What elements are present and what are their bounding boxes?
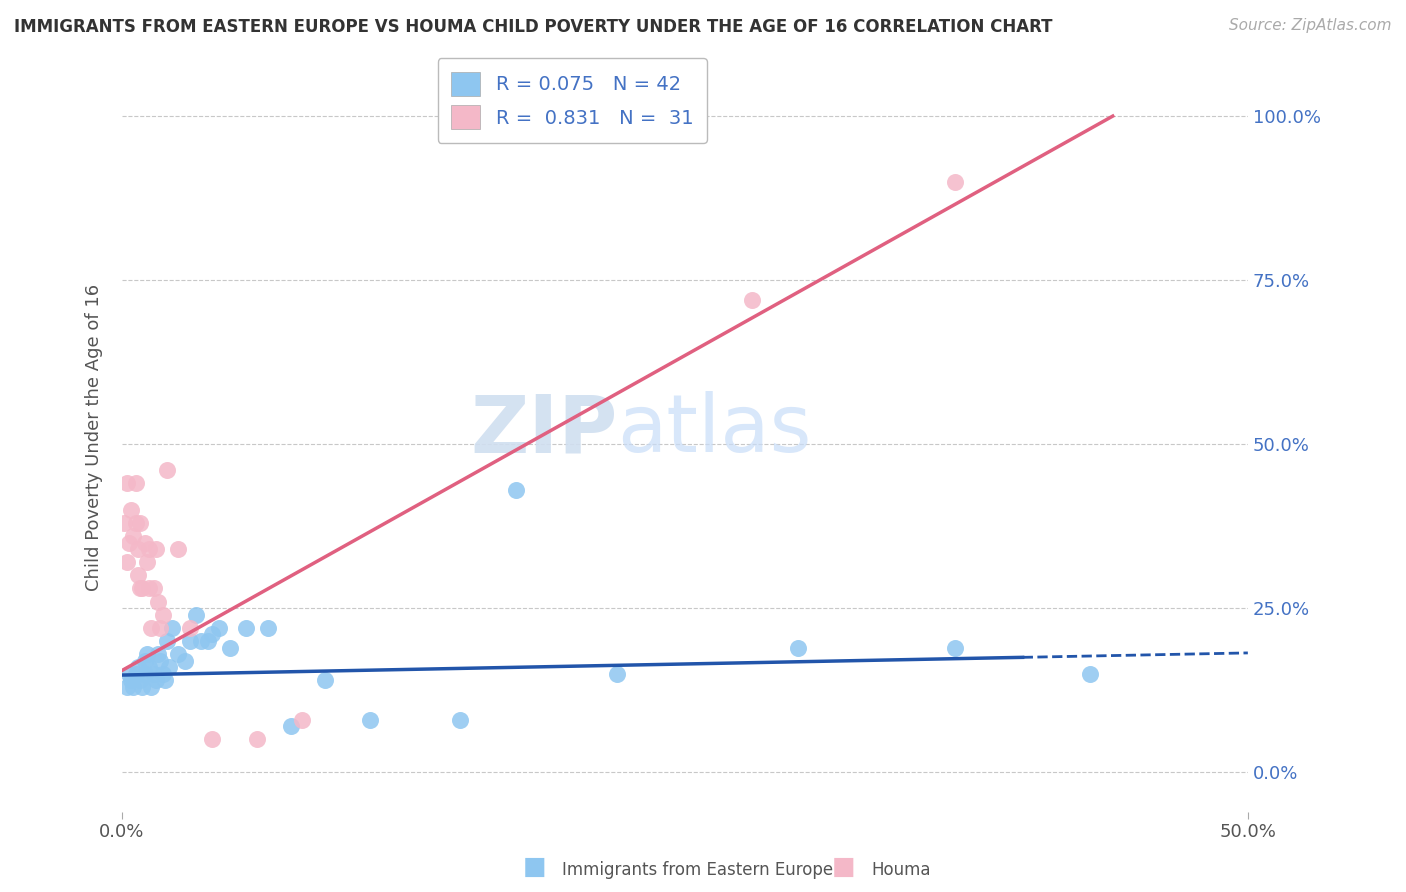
Point xyxy=(606,666,628,681)
Point xyxy=(179,634,201,648)
Legend: R = 0.075   N = 42, R =  0.831   N =  31: R = 0.075 N = 42, R = 0.831 N = 31 xyxy=(437,58,707,143)
Point xyxy=(208,621,231,635)
Point xyxy=(160,621,183,635)
Text: IMMIGRANTS FROM EASTERN EUROPE VS HOUMA CHILD POVERTY UNDER THE AGE OF 16 CORREL: IMMIGRANTS FROM EASTERN EUROPE VS HOUMA … xyxy=(14,18,1053,36)
Point xyxy=(145,673,167,688)
Point xyxy=(152,607,174,622)
Point xyxy=(257,621,280,635)
Point xyxy=(122,529,145,543)
Point xyxy=(138,660,160,674)
Point xyxy=(115,680,138,694)
Text: Source: ZipAtlas.com: Source: ZipAtlas.com xyxy=(1229,18,1392,33)
Point xyxy=(186,607,208,622)
Point xyxy=(505,483,527,497)
Point xyxy=(142,582,165,596)
Point xyxy=(124,666,146,681)
Point xyxy=(167,647,190,661)
Point xyxy=(135,647,157,661)
Point xyxy=(138,582,160,596)
Point xyxy=(122,680,145,694)
Point xyxy=(314,673,336,688)
Point xyxy=(134,535,156,549)
Text: Houma: Houma xyxy=(872,861,931,879)
Point xyxy=(943,640,966,655)
Point xyxy=(124,516,146,530)
Point xyxy=(149,621,172,635)
Point xyxy=(741,293,763,307)
Point xyxy=(146,594,169,608)
Point xyxy=(127,542,149,557)
Point xyxy=(129,516,152,530)
Point xyxy=(291,713,314,727)
Point xyxy=(167,542,190,557)
Point xyxy=(201,732,224,747)
Point xyxy=(156,634,179,648)
Point xyxy=(115,555,138,569)
Point xyxy=(141,680,163,694)
Y-axis label: Child Poverty Under the Age of 16: Child Poverty Under the Age of 16 xyxy=(86,284,103,591)
Point xyxy=(115,476,138,491)
Point xyxy=(179,621,201,635)
Point xyxy=(142,666,165,681)
Point xyxy=(280,719,302,733)
Point xyxy=(131,582,153,596)
Point xyxy=(235,621,257,635)
Point xyxy=(129,673,152,688)
Text: ■: ■ xyxy=(523,855,546,879)
Point xyxy=(118,535,141,549)
Point xyxy=(786,640,808,655)
Point xyxy=(190,634,212,648)
Point xyxy=(152,666,174,681)
Text: atlas: atlas xyxy=(617,391,811,469)
Text: ■: ■ xyxy=(832,855,855,879)
Point xyxy=(149,654,172,668)
Point xyxy=(134,654,156,668)
Point xyxy=(141,621,163,635)
Point xyxy=(138,542,160,557)
Point xyxy=(129,582,152,596)
Point xyxy=(219,640,242,655)
Text: Immigrants from Eastern Europe: Immigrants from Eastern Europe xyxy=(562,861,834,879)
Point xyxy=(112,516,135,530)
Point xyxy=(145,542,167,557)
Point xyxy=(146,647,169,661)
Point xyxy=(943,175,966,189)
Point xyxy=(157,660,180,674)
Point xyxy=(197,634,219,648)
Point xyxy=(246,732,269,747)
Point xyxy=(127,660,149,674)
Point xyxy=(118,666,141,681)
Point xyxy=(449,713,471,727)
Text: ZIP: ZIP xyxy=(470,391,617,469)
Point xyxy=(127,568,149,582)
Point xyxy=(359,713,381,727)
Point xyxy=(1078,666,1101,681)
Point xyxy=(131,680,153,694)
Point xyxy=(134,666,156,681)
Point xyxy=(124,476,146,491)
Point xyxy=(135,555,157,569)
Point xyxy=(120,673,142,688)
Point xyxy=(201,627,224,641)
Point xyxy=(156,463,179,477)
Point xyxy=(174,654,197,668)
Point xyxy=(120,502,142,516)
Point xyxy=(153,673,176,688)
